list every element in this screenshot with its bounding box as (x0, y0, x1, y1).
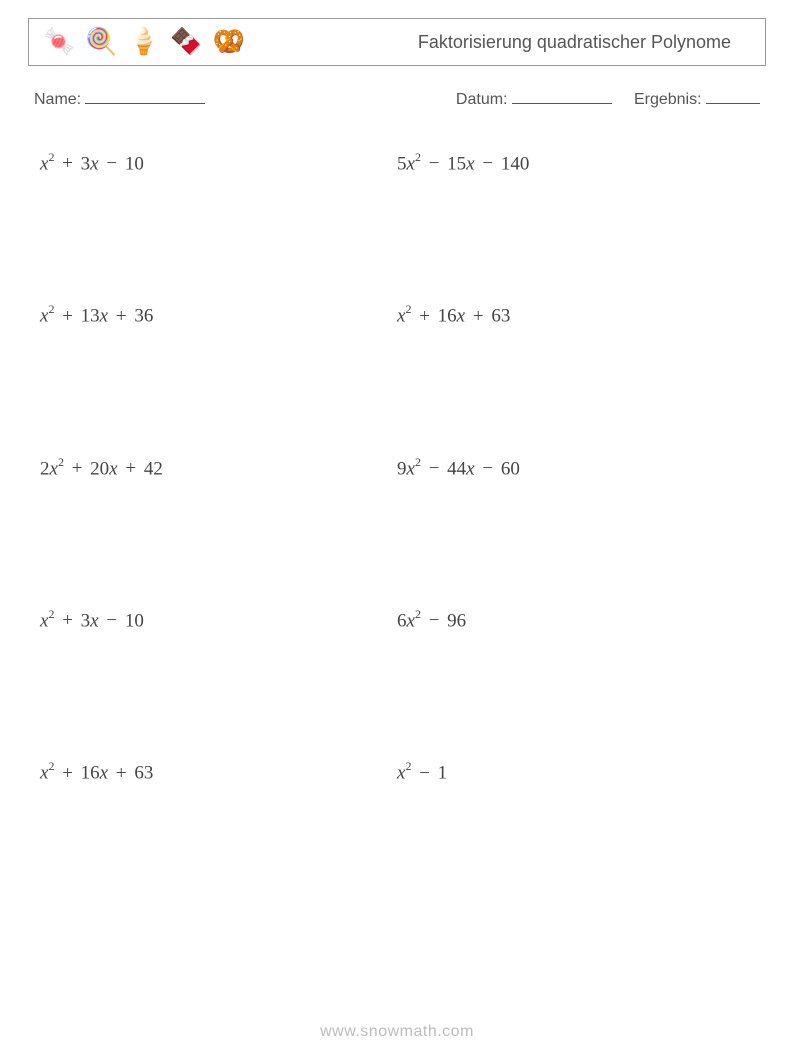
name-blank[interactable] (85, 90, 205, 104)
problem-row: x2 + 16x + 63x2 − 1 (40, 760, 754, 784)
problem-cell: 5x2 − 15x − 140 (397, 151, 754, 175)
result-label: Ergebnis: (634, 91, 702, 108)
problem-row: x2 + 3x − 106x2 − 96 (40, 608, 754, 632)
header-icons: 🍬 🍭 🍦 🍫 🥨 (43, 29, 245, 55)
date-blank[interactable] (512, 90, 612, 104)
name-label: Name: (34, 91, 81, 109)
problem-cell: x2 + 16x + 63 (40, 760, 397, 784)
footer-url: www.snowmath.com (0, 1023, 794, 1041)
problem-row: x2 + 13x + 36x2 + 16x + 63 (40, 303, 754, 327)
lollipop-icon: 🍭 (85, 29, 117, 55)
pretzel-icon: 🥨 (213, 29, 245, 55)
problem-row: 2x2 + 20x + 429x2 − 44x − 60 (40, 456, 754, 480)
problem-row: x2 + 3x − 105x2 − 15x − 140 (40, 151, 754, 175)
result-blank[interactable] (706, 90, 760, 104)
problem-cell: x2 + 3x − 10 (40, 608, 397, 632)
problems-grid: x2 + 3x − 105x2 − 15x − 140x2 + 13x + 36… (28, 151, 766, 785)
header-box: 🍬 🍭 🍦 🍫 🥨 Faktorisierung quadratischer P… (28, 18, 766, 66)
chocolate-icon: 🍫 (170, 29, 202, 55)
problem-cell: x2 + 3x − 10 (40, 151, 397, 175)
problem-cell: 9x2 − 44x − 60 (397, 456, 754, 480)
problem-cell: x2 + 13x + 36 (40, 303, 397, 327)
worksheet-title: Faktorisierung quadratischer Polynome (418, 32, 751, 53)
date-label: Datum: (456, 91, 508, 108)
icecream-icon: 🍦 (128, 29, 160, 55)
problem-cell: x2 + 16x + 63 (397, 303, 754, 327)
problem-cell: x2 − 1 (397, 760, 754, 784)
problem-cell: 2x2 + 20x + 42 (40, 456, 397, 480)
problem-cell: 6x2 − 96 (397, 608, 754, 632)
candy-icon: 🍬 (43, 29, 75, 55)
info-row: Name: Datum: Ergebnis: (28, 90, 766, 109)
